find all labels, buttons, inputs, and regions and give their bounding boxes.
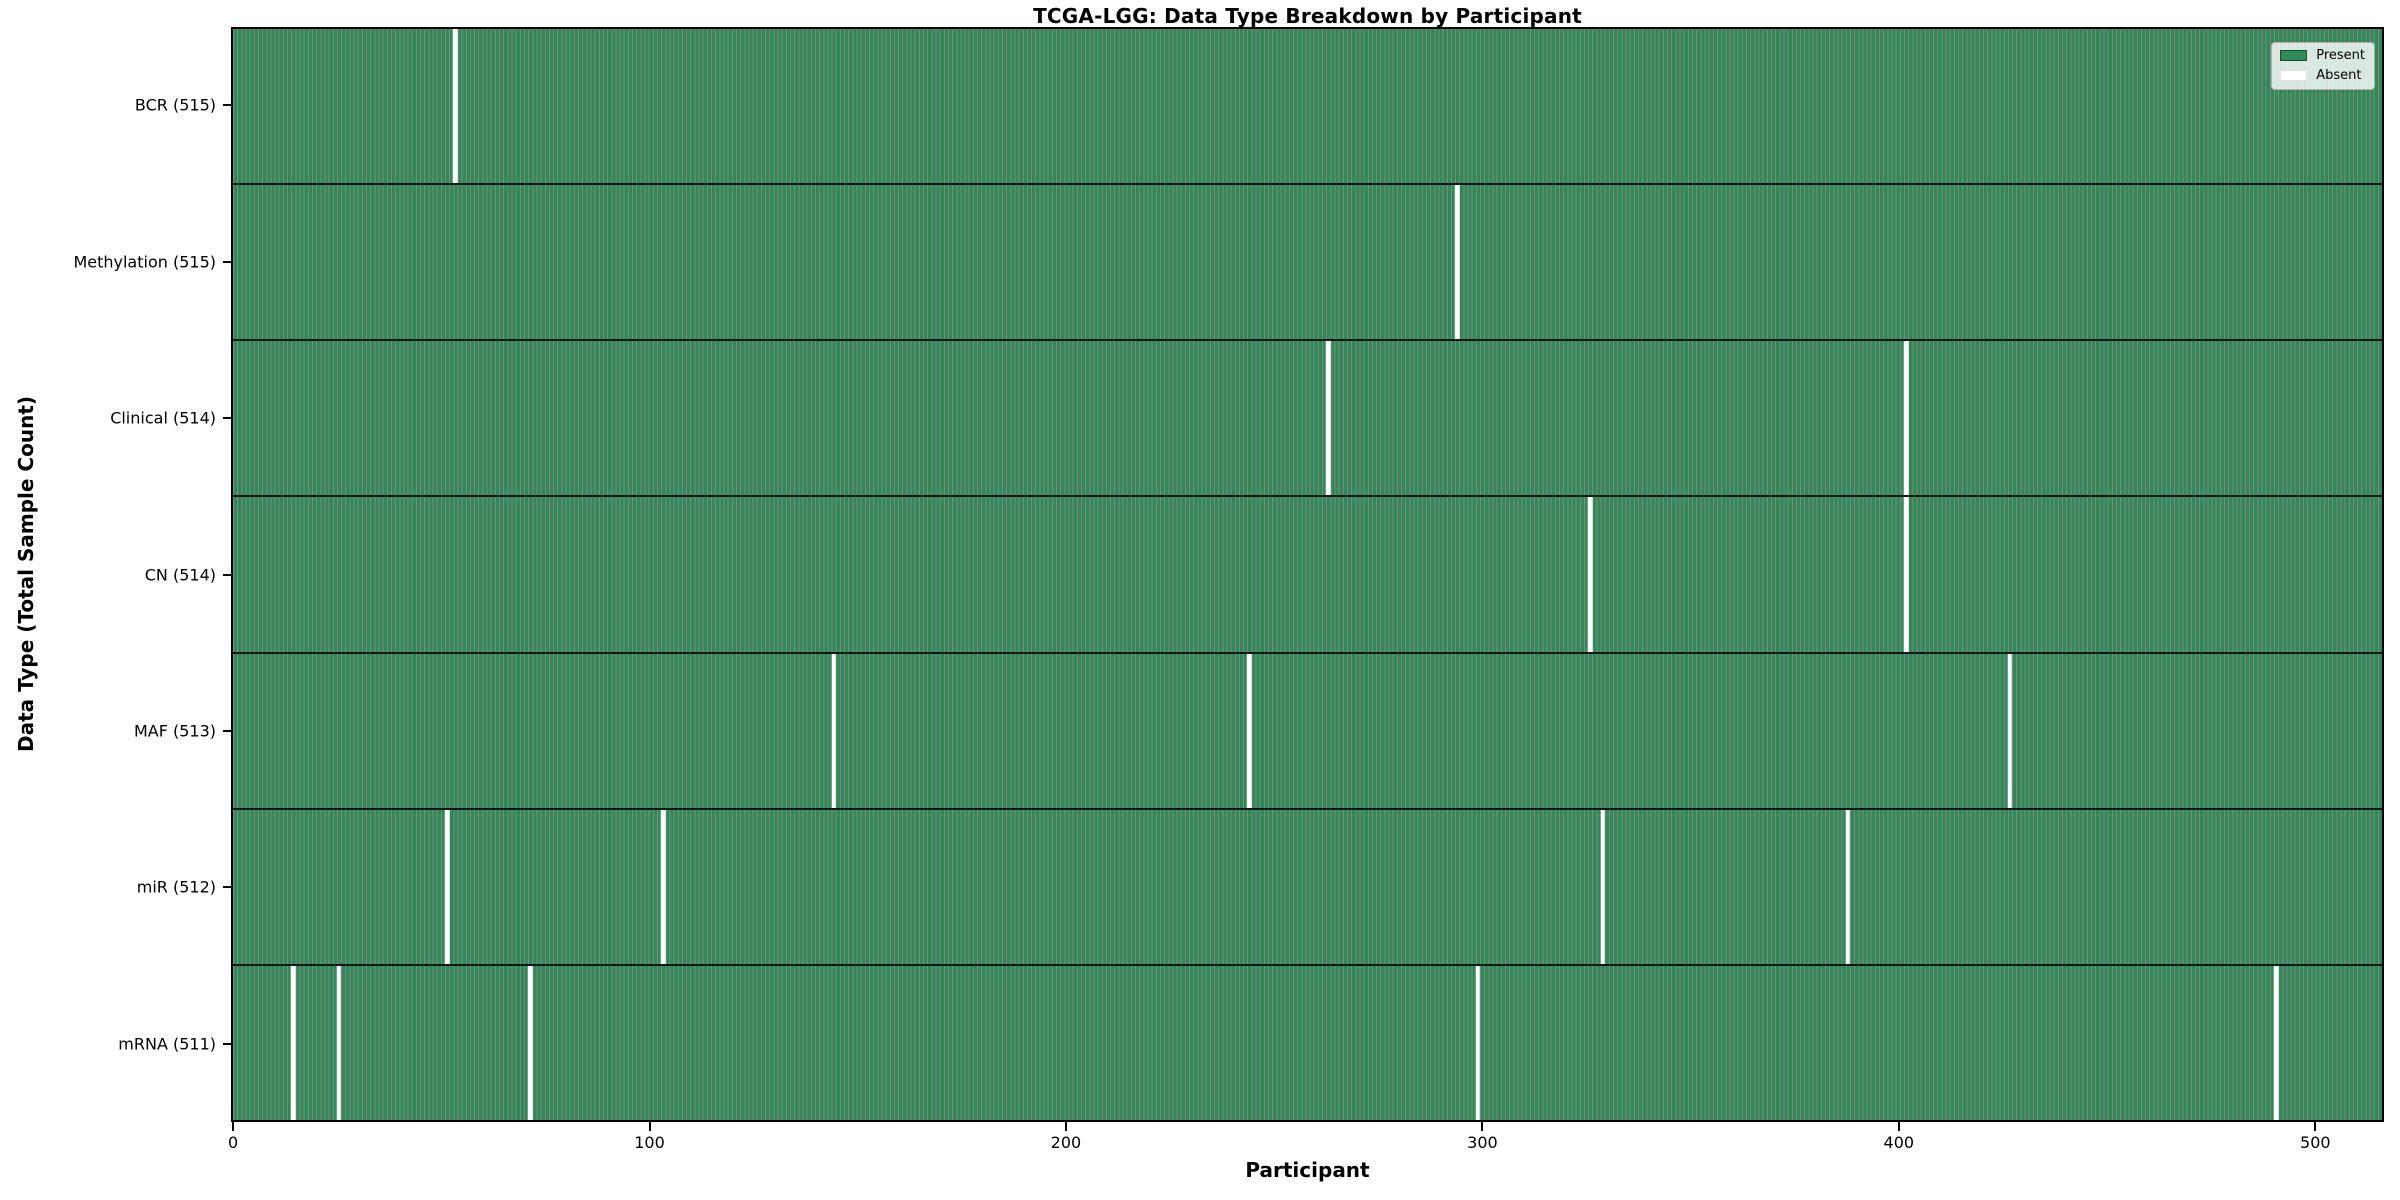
legend-item-absent: Absent bbox=[2280, 69, 2365, 82]
y-tick-MAF bbox=[223, 729, 231, 732]
y-tick-label-BCR: BCR (515) bbox=[134, 95, 216, 115]
y-tick-marks bbox=[223, 27, 231, 1122]
legend-item-present: Present bbox=[2280, 49, 2365, 62]
absent-gap-miR-51 bbox=[444, 809, 450, 964]
absent-gap-MAF-427 bbox=[2007, 653, 2013, 808]
x-tick-100 bbox=[648, 1122, 651, 1131]
x-tick-label-200: 200 bbox=[1050, 1133, 1082, 1152]
row-BCR bbox=[233, 29, 2382, 186]
y-tick-mRNA bbox=[223, 1042, 231, 1045]
absent-gap-CN-326 bbox=[1587, 497, 1593, 652]
row-Clinical bbox=[233, 341, 2382, 498]
absent-gap-mRNA-491 bbox=[2273, 965, 2279, 1120]
row-CN bbox=[233, 497, 2382, 654]
x-tick-300 bbox=[1481, 1122, 1484, 1131]
x-tick-labels: 0 100 200 300 400 500 bbox=[227, 1133, 2384, 1157]
x-tick-label-0: 0 bbox=[227, 1133, 239, 1152]
absent-gap-MAF-244 bbox=[1247, 653, 1252, 808]
absent-gap-mRNA-71 bbox=[527, 965, 533, 1120]
absent-gap-mRNA-14 bbox=[291, 965, 296, 1120]
y-tick-Clinical bbox=[223, 417, 231, 420]
x-tick-label-100: 100 bbox=[634, 1133, 665, 1152]
absent-gap-BCR-53 bbox=[453, 29, 458, 184]
y-tick-label-Clinical: Clinical (514) bbox=[110, 408, 216, 428]
legend-present-swatch bbox=[2280, 50, 2308, 61]
legend-absent-swatch bbox=[2280, 70, 2308, 81]
row-mRNA bbox=[233, 965, 2382, 1120]
y-tick-labels: BCR (515) Methylation (515) Clinical (514)… bbox=[0, 27, 216, 1122]
absent-gap-Clinical-263 bbox=[1326, 341, 1331, 496]
chart-title: TCGA-LGG: Data Type Breakdown by Partici… bbox=[1033, 4, 1582, 28]
x-axis-label: Participant bbox=[1245, 1158, 1370, 1182]
y-tick-CN bbox=[223, 573, 231, 576]
absent-gap-CN-402 bbox=[1903, 497, 1909, 652]
y-tick-Methylation bbox=[223, 260, 231, 263]
absent-gap-Methylation-294 bbox=[1454, 185, 1460, 340]
legend-present-label: Present bbox=[2316, 48, 2365, 63]
y-tick-label-Methylation: Methylation (515) bbox=[73, 252, 216, 272]
x-tick-label-400: 400 bbox=[1883, 1133, 1915, 1152]
x-tick-label-300: 300 bbox=[1467, 1133, 1498, 1152]
absent-gap-mRNA-25 bbox=[336, 965, 342, 1120]
y-tick-label-mRNA: mRNA (511) bbox=[118, 1034, 216, 1054]
x-tick-marks bbox=[231, 1122, 2384, 1131]
x-tick-0 bbox=[232, 1122, 235, 1131]
absent-gap-mRNA-299 bbox=[1475, 965, 1481, 1120]
absent-gap-Clinical-402 bbox=[1903, 341, 1909, 496]
row-MAF bbox=[233, 653, 2382, 810]
absent-gap-MAF-144 bbox=[831, 653, 836, 808]
y-tick-BCR bbox=[223, 104, 231, 107]
y-tick-label-miR: miR (512) bbox=[136, 877, 216, 897]
absent-gap-miR-388 bbox=[1845, 809, 1851, 964]
x-tick-500 bbox=[2314, 1122, 2317, 1131]
legend: Present Absent bbox=[2271, 42, 2375, 90]
x-tick-200 bbox=[1064, 1122, 1067, 1131]
absent-gap-miR-103 bbox=[660, 809, 666, 964]
y-tick-label-CN: CN (514) bbox=[144, 565, 216, 584]
x-tick-label-500: 500 bbox=[2300, 1133, 2331, 1152]
row-Methylation bbox=[233, 185, 2382, 342]
plot-rows bbox=[233, 29, 2382, 1120]
absent-gap-miR-329 bbox=[1600, 809, 1605, 964]
plot-area: Present Absent bbox=[231, 27, 2384, 1122]
y-tick-label-MAF: MAF (513) bbox=[133, 721, 216, 741]
legend-absent-label: Absent bbox=[2316, 68, 2362, 83]
y-tick-miR bbox=[223, 886, 231, 889]
x-tick-400 bbox=[1897, 1122, 1900, 1131]
row-miR bbox=[233, 809, 2382, 966]
